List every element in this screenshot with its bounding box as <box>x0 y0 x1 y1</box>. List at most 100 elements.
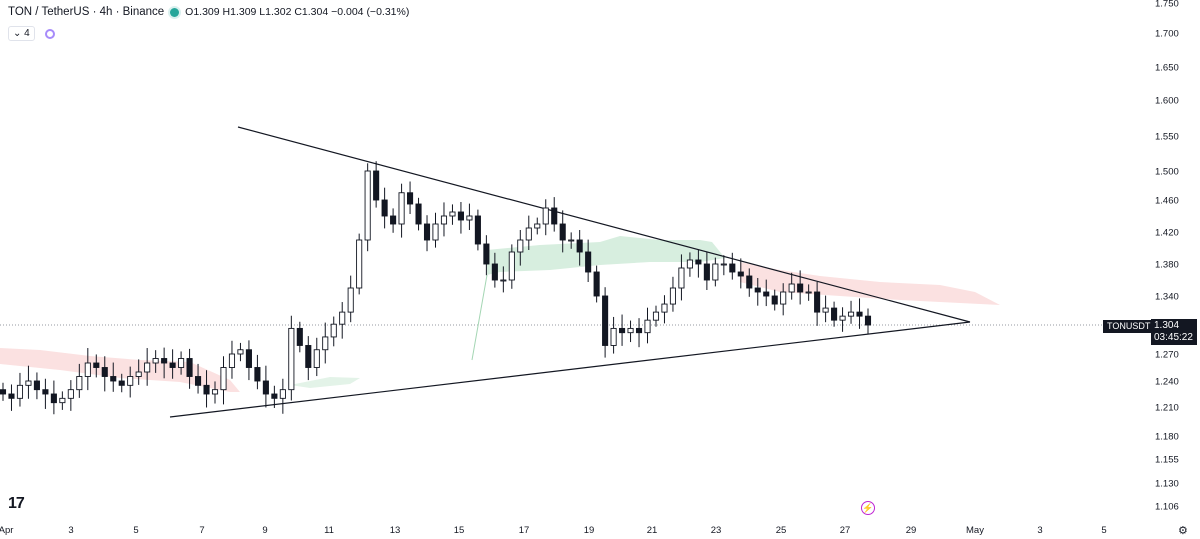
candle-body <box>500 279 507 282</box>
candle-body <box>525 227 532 241</box>
candle-body <box>585 251 592 273</box>
candle-body <box>296 327 303 346</box>
candle-body <box>161 358 168 364</box>
x-tick-label: May <box>966 525 984 536</box>
candle-body <box>737 271 744 277</box>
candle-body <box>822 307 829 313</box>
x-tick-label: 3 <box>68 525 73 536</box>
candle-body <box>347 287 354 313</box>
candle-body <box>203 384 210 395</box>
y-tick-label: 1.460 <box>1155 196 1179 207</box>
cloud-bull-mid <box>487 236 725 275</box>
candlestick-series <box>0 161 872 415</box>
candle-body <box>763 291 770 297</box>
candle-body <box>220 367 227 391</box>
candle-body <box>186 358 193 377</box>
candle-body <box>678 267 685 289</box>
candle-body <box>559 223 566 241</box>
candle-body <box>729 263 736 273</box>
y-tick-label: 1.750 <box>1155 0 1179 10</box>
indicator-icon[interactable] <box>44 28 55 39</box>
chevron-down-icon: ⌄ <box>13 28 22 39</box>
market-status-icon <box>170 7 180 17</box>
candle-body <box>542 207 549 225</box>
candle-body <box>788 283 795 293</box>
y-tick-label: 1.210 <box>1155 403 1179 414</box>
candle-body <box>364 170 371 241</box>
y-tick-label: 1.130 <box>1155 479 1179 490</box>
candle-body <box>686 259 693 269</box>
flash-icon[interactable]: ⚡ <box>861 501 875 515</box>
indicator-row: ⌄ 4 <box>8 26 55 41</box>
x-tick-label: 29 <box>906 525 917 536</box>
candle-body <box>864 315 872 326</box>
ohlc-values: O1.309 H1.309 L1.302 C1.304 −0.004 (−0.3… <box>185 6 410 18</box>
candle-body <box>720 263 727 266</box>
candle-body <box>771 295 778 305</box>
y-tick-label: 1.340 <box>1155 292 1179 303</box>
candle-body <box>483 243 490 265</box>
tradingview-logo-icon[interactable]: 17 <box>8 495 25 512</box>
time-axis[interactable]: Apr 3 5 7 9 11 13 15 17 19 21 23 25 27 29 May 3 5 <box>0 525 1107 536</box>
candle-body <box>305 345 312 368</box>
last-price: 1.304 <box>1154 320 1180 331</box>
ichimoku-cloud <box>0 236 1000 392</box>
candle-body <box>59 397 66 404</box>
candle-body <box>551 207 558 225</box>
candle-body <box>856 311 863 317</box>
interval-badge: 4 <box>24 28 30 39</box>
y-tick-label: 1.380 <box>1155 260 1179 271</box>
candle-body <box>508 251 515 281</box>
candle-body <box>356 239 363 289</box>
candle-body <box>457 211 464 221</box>
x-tick-label: 5 <box>1101 525 1106 536</box>
candle-body <box>432 223 439 241</box>
candle-body <box>50 393 57 404</box>
candle-body <box>279 389 286 399</box>
candle-body <box>42 389 49 395</box>
candle-body <box>93 362 100 368</box>
price-axis[interactable]: 1.106 1.130 1.155 1.180 1.210 1.240 1.270 1.340… <box>1155 0 1179 513</box>
candle-body <box>593 271 600 297</box>
candle-body <box>831 307 838 321</box>
symbol-title[interactable]: TON / TetherUS · 4h · Binance <box>8 6 165 18</box>
candle-body <box>415 203 422 225</box>
collapse-button[interactable]: ⌄ 4 <box>8 26 35 41</box>
x-tick-label: 15 <box>454 525 465 536</box>
candle-body <box>262 380 269 395</box>
candle-body <box>84 362 91 377</box>
x-tick-label: 9 <box>262 525 267 536</box>
x-tick-label: 25 <box>776 525 787 536</box>
bar-countdown: 03:45:22 <box>1154 332 1193 343</box>
candle-body <box>288 327 295 391</box>
candle-body <box>847 311 855 317</box>
candle-body <box>16 384 24 399</box>
upper-trendline[interactable] <box>237 126 971 323</box>
lower-trendline[interactable] <box>169 321 971 418</box>
cloud-baseline <box>471 274 488 361</box>
x-tick-label: 5 <box>133 525 138 536</box>
candle-body <box>407 192 414 205</box>
candle-body <box>194 376 202 386</box>
last-price-tag: 1.304 03:45:22 <box>1151 319 1197 345</box>
candle-body <box>245 349 252 368</box>
candle-body <box>381 199 388 217</box>
x-tick-label: 7 <box>199 525 204 536</box>
candle-body <box>271 393 278 399</box>
candle-body <box>797 283 804 293</box>
candle-body <box>211 389 219 395</box>
candle-body <box>339 311 346 325</box>
candle-body <box>169 362 176 368</box>
candle-body <box>474 215 481 245</box>
settings-icon[interactable]: ⚙ <box>1178 525 1188 537</box>
x-tick-label: 17 <box>519 525 530 536</box>
candle-body <box>373 170 380 201</box>
y-tick-label: 1.550 <box>1155 132 1179 143</box>
candle-body <box>33 380 40 391</box>
x-tick-label: 23 <box>711 525 722 536</box>
candle-body <box>135 371 142 377</box>
y-tick-label: 1.600 <box>1155 96 1179 107</box>
candle-body <box>237 349 244 355</box>
candle-body <box>712 263 719 281</box>
